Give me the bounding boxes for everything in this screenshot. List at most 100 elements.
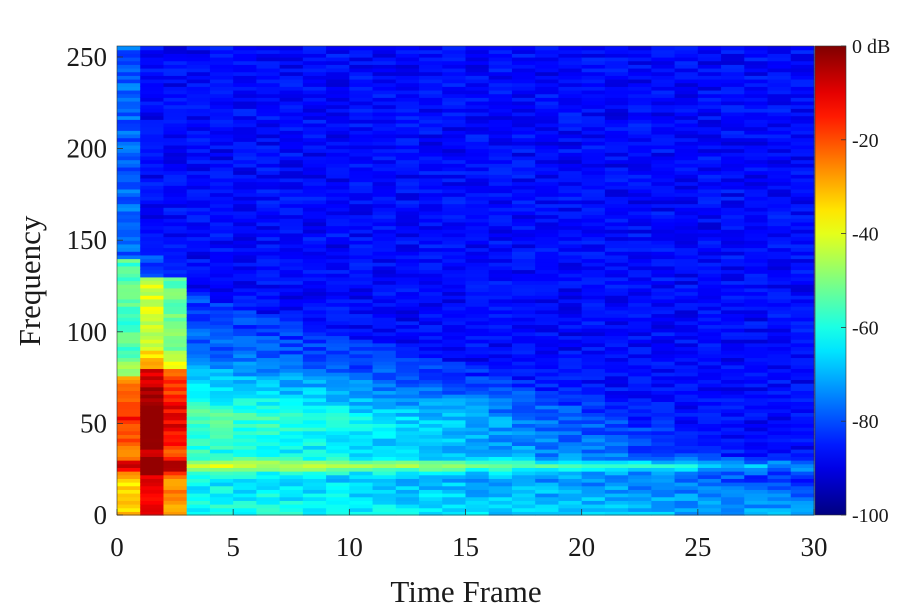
heatmap-cell: [326, 397, 350, 403]
heatmap-cell: [209, 511, 234, 516]
heatmap-cell: [488, 97, 513, 102]
heatmap-cell: [395, 115, 420, 120]
heatmap-cell: [163, 317, 188, 322]
heatmap-cell: [604, 130, 629, 135]
heatmap-cell: [674, 291, 699, 296]
heatmap-cell: [233, 302, 257, 307]
heatmap-cell: [186, 177, 211, 183]
heatmap-cell: [302, 397, 327, 403]
heatmap-cell: [511, 507, 536, 512]
heatmap-cell: [419, 368, 443, 373]
heatmap-cell: [604, 419, 629, 424]
heatmap-cell: [465, 97, 490, 102]
heatmap-cell: [117, 177, 141, 183]
heatmap-cell: [604, 254, 629, 260]
heatmap-cell: [209, 357, 234, 362]
heatmap-cell: [186, 511, 211, 516]
heatmap-cell: [395, 485, 420, 490]
heatmap-cell: [326, 419, 350, 424]
heatmap-cell: [651, 273, 676, 278]
heatmap-cell: [209, 456, 234, 461]
heatmap-cell: [674, 199, 699, 205]
heatmap-cell: [535, 339, 560, 344]
heatmap-cell: [233, 478, 257, 483]
heatmap-cell: [349, 56, 374, 62]
heatmap-cell: [721, 163, 745, 168]
heatmap-cell: [163, 394, 188, 399]
heatmap-cell: [372, 478, 397, 483]
heatmap-cell: [419, 119, 443, 124]
heatmap-cell: [442, 397, 467, 403]
heatmap-cell: [256, 335, 281, 340]
heatmap-cell: [395, 273, 420, 278]
heatmap-cell: [186, 214, 211, 219]
heatmap-cell: [302, 86, 327, 91]
heatmap-cell: [256, 357, 281, 362]
heatmap-cell: [419, 313, 443, 318]
heatmap-cell: [604, 452, 629, 457]
heatmap-cell: [744, 504, 769, 509]
heatmap-cell: [302, 251, 327, 256]
heatmap-cell: [465, 401, 490, 406]
heatmap-cell: [767, 379, 792, 384]
heatmap-cell: [581, 122, 606, 128]
heatmap-cell: [233, 243, 257, 249]
heatmap-cell: [209, 82, 234, 87]
heatmap-cell: [442, 361, 467, 366]
heatmap-cell: [442, 320, 467, 326]
heatmap-cell: [628, 170, 652, 175]
heatmap-cell: [721, 317, 745, 322]
heatmap-cell: [628, 408, 652, 413]
heatmap-cell: [697, 416, 722, 421]
heatmap-cell: [442, 265, 467, 271]
heatmap-cell: [442, 82, 467, 87]
heatmap-cell: [117, 405, 141, 410]
heatmap-cell: [302, 78, 327, 84]
heatmap-cell: [395, 298, 420, 304]
heatmap-cell: [372, 188, 397, 194]
heatmap-cell: [209, 298, 234, 304]
heatmap-cell: [744, 86, 769, 91]
heatmap-cell: [279, 254, 304, 260]
heatmap-cell: [697, 236, 722, 241]
heatmap-cell: [279, 46, 304, 51]
heatmap-cell: [140, 174, 165, 179]
heatmap-cell: [535, 456, 560, 461]
heatmap-cell: [117, 460, 141, 465]
heatmap-cell: [395, 452, 420, 457]
heatmap-cell: [372, 416, 397, 421]
heatmap-cell: [651, 152, 676, 157]
heatmap-cell: [558, 46, 583, 51]
heatmap-cell: [349, 339, 374, 344]
heatmap-cell: [349, 97, 374, 102]
heatmap-cell: [163, 434, 188, 439]
heatmap-cell: [233, 394, 257, 399]
heatmap-cell: [535, 504, 560, 509]
heatmap-cell: [535, 46, 560, 51]
heatmap-cell: [790, 159, 815, 164]
heatmap-cell: [419, 144, 443, 150]
heatmap-cell: [256, 122, 281, 128]
heatmap-cell: [628, 372, 652, 377]
heatmap-cell: [279, 335, 304, 340]
heatmap-cell: [535, 203, 560, 208]
heatmap-cell: [790, 111, 815, 117]
heatmap-cell: [744, 456, 769, 461]
heatmap-cell: [674, 254, 699, 260]
heatmap-cell: [302, 111, 327, 117]
heatmap-cell: [163, 89, 188, 95]
heatmap-cell: [628, 412, 652, 417]
heatmap-cell: [465, 203, 490, 208]
heatmap-cell: [744, 199, 769, 205]
heatmap-cell: [117, 170, 141, 175]
heatmap-cell: [186, 89, 211, 95]
heatmap-cell: [186, 397, 211, 403]
heatmap-cell: [349, 232, 374, 238]
heatmap-cell: [279, 507, 304, 512]
heatmap-cell: [395, 221, 420, 227]
heatmap-cell: [488, 284, 513, 289]
heatmap-cell: [465, 287, 490, 293]
heatmap-cell: [511, 185, 536, 190]
heatmap-cell: [419, 416, 443, 421]
heatmap-cell: [372, 170, 397, 175]
